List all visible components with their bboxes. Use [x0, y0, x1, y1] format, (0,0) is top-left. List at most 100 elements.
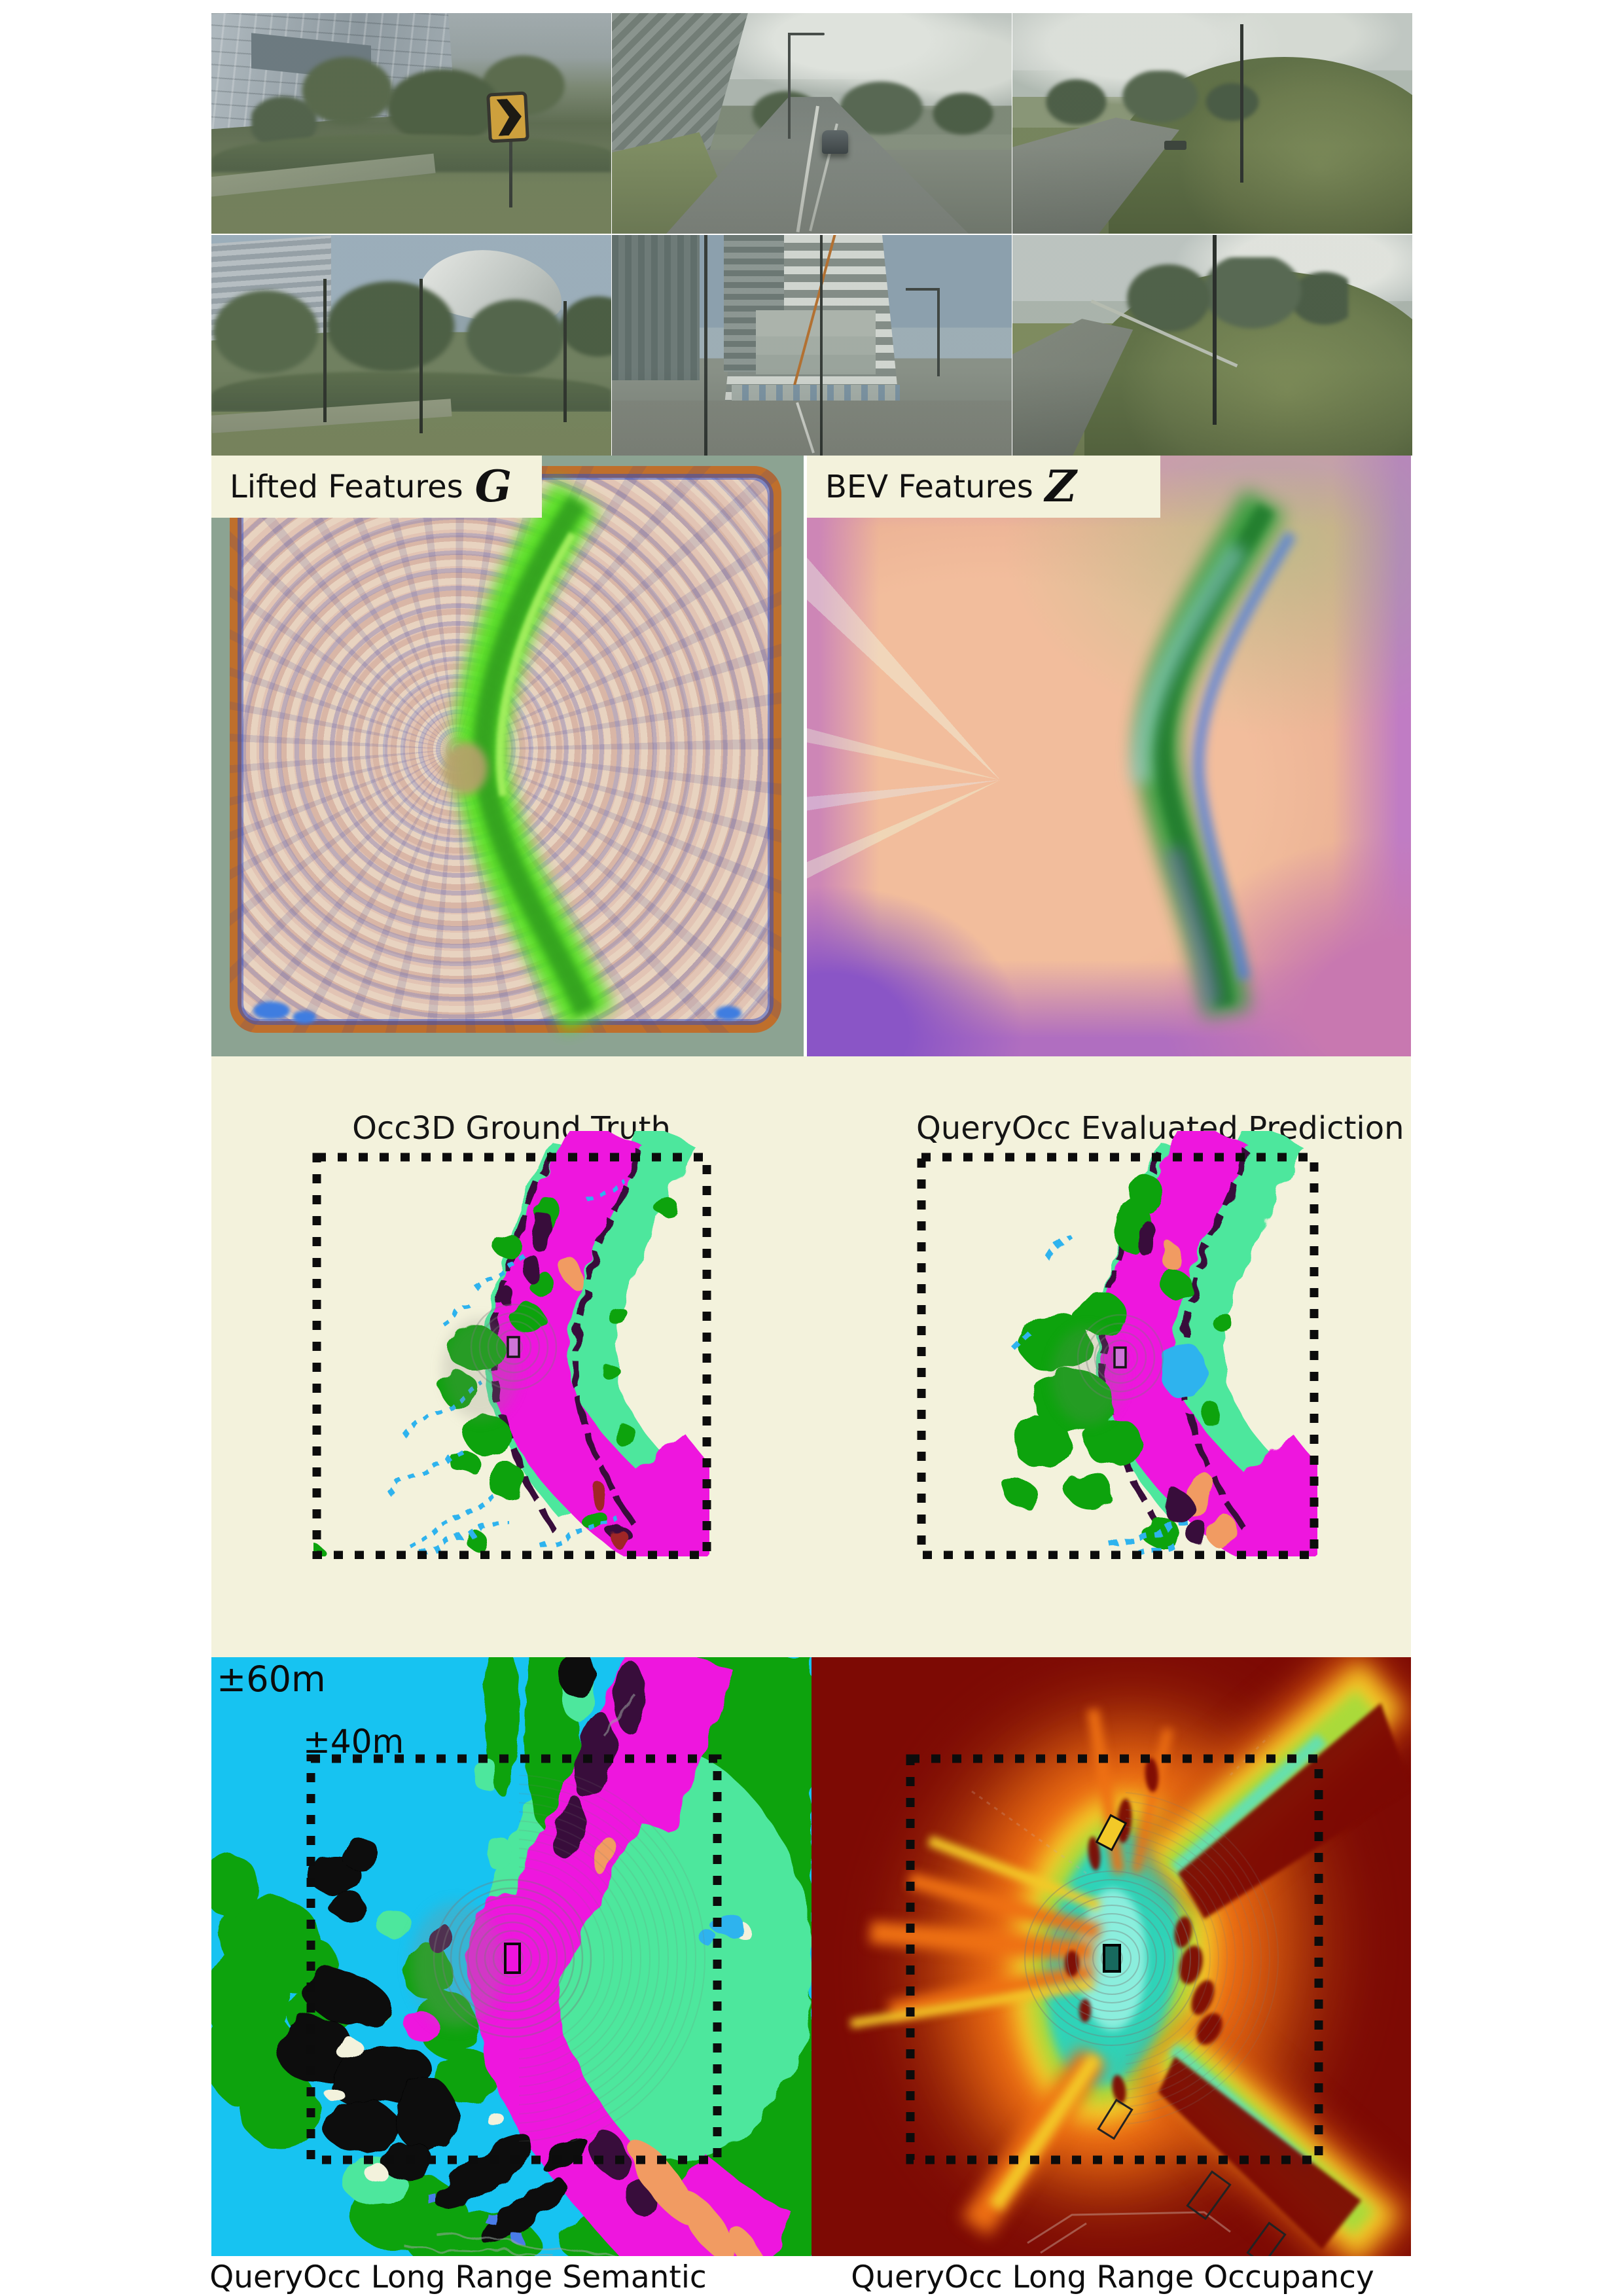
pole: [704, 235, 707, 456]
lidar-rings: [1077, 1314, 1164, 1401]
road: [1012, 319, 1133, 456]
grass: [211, 411, 611, 456]
manmade-clumps: [1137, 1221, 1208, 1546]
vegetation-blobs: [1005, 1174, 1234, 1547]
lifted-features-label: Lifted Features G: [211, 456, 542, 518]
vegetation-blobs: [313, 1196, 677, 1556]
long-range-semantic-map: ±60m ±40m: [205, 1624, 853, 2296]
camera-front-right-image: [1012, 13, 1412, 234]
lane-marking: [809, 123, 839, 231]
lifted-features-visualization: Lifted Features G: [211, 456, 804, 1056]
lidar-outer-arcs: [519, 1775, 705, 2142]
bev-features-label: BEV Features Z: [807, 456, 1160, 518]
grassy-hill: [1084, 270, 1412, 456]
tree-trunk: [323, 279, 327, 423]
long-range-occupancy-map: [812, 1640, 1420, 2281]
bev-feature-band: [1131, 490, 1296, 1017]
occupancy-map-canvas: [812, 1640, 1420, 2281]
ego-vehicle-box: [504, 1943, 521, 1974]
camera-back-left-image: [211, 235, 611, 456]
building: [612, 13, 748, 150]
road: [612, 400, 1012, 456]
footpath: [211, 399, 452, 433]
trees: [251, 48, 571, 154]
lifted-features-label-text: Lifted Features: [230, 468, 463, 505]
bev-features-visualization: BEV Features Z: [807, 456, 1411, 1056]
lidar-speckles: [1012, 1236, 1192, 1556]
footpath: [211, 153, 436, 198]
glass-building: [211, 13, 455, 130]
tower-floors: [755, 310, 876, 337]
road: [1012, 117, 1180, 234]
lamp-pole: [1240, 24, 1244, 183]
glass-building: [612, 235, 700, 381]
lidar-rings: [433, 1878, 592, 2038]
queryocc-pred-map: [917, 1131, 1319, 1559]
tower-shadow-face: [724, 235, 784, 372]
gt-40m-dotted-boundary: [312, 1153, 711, 1559]
street-lamp: [787, 33, 825, 139]
lifted-features-symbol: G: [474, 460, 512, 512]
heat-streak-top-right: [1132, 1640, 1420, 1910]
manmade-regions: [277, 1645, 595, 2244]
street-lamp: [906, 287, 940, 376]
water-blob: [1161, 1342, 1205, 1399]
lidar-rings: [1024, 1871, 1200, 2046]
pole: [819, 235, 823, 456]
semantic-40m-dotted-boundary: [306, 1754, 722, 2164]
pole: [1212, 235, 1217, 425]
hedge: [211, 134, 611, 172]
striped-tower: [724, 235, 900, 412]
occluded-shadow-wedges: [1065, 1703, 1411, 2250]
scratch-lines: [407, 1696, 638, 2257]
semantic-map-caption: QueryOcc Long Range Semantic: [209, 2259, 707, 2295]
tree-trunk: [419, 279, 423, 434]
camera-back-right-image: [1012, 235, 1412, 456]
tree-trunk: [563, 301, 567, 423]
construction-fence: [732, 385, 900, 405]
occ3d-gt-map: [312, 1131, 711, 1559]
camera-grid: [211, 13, 1412, 456]
building-band: [251, 33, 372, 81]
bench: [1164, 141, 1187, 151]
hedge: [211, 371, 611, 412]
crane-cable: [787, 235, 839, 406]
bev-features-symbol: Z: [1044, 460, 1077, 512]
lane-marking: [796, 105, 819, 232]
pred-40m-dotted-boundary: [917, 1153, 1319, 1559]
ego-vehicle-box: [507, 1336, 520, 1358]
inner-range-label: ±40m: [303, 1723, 404, 1761]
trees: [1108, 257, 1349, 332]
camera-front-image: [612, 13, 1012, 234]
radial-streaks: [807, 456, 1411, 1056]
curved-white-building: [415, 240, 568, 331]
ego-vehicle-box: [1103, 1944, 1121, 1973]
lifted-feature-crescent: [253, 479, 741, 1032]
queryocc-pred-title: QueryOcc Evaluated Prediction: [916, 1110, 1404, 1147]
heat-spikes-left: [849, 1708, 1173, 2236]
grassy-hill: [1108, 57, 1412, 234]
lidar-outer-arcs: [1126, 1791, 1279, 2125]
kerb-line: [1090, 299, 1238, 368]
car-ahead: [821, 130, 848, 154]
building: [211, 235, 332, 341]
occupancy-40m-dotted-boundary: [906, 1754, 1323, 2164]
occupancy-map-caption: QueryOcc Long Range Occupancy: [851, 2259, 1374, 2295]
evaluation-band: Occ3D Ground Truth QueryOcc Evaluated Pr…: [211, 1056, 1411, 1657]
grass-verge: [612, 132, 741, 234]
camera-front-left-image: [211, 13, 611, 234]
road: [666, 97, 969, 234]
cream-patches: [325, 1924, 752, 2182]
ego-vehicle-box: [1113, 1346, 1127, 1369]
chevron-road-sign: [486, 91, 529, 143]
semantic-map-canvas: [205, 1624, 853, 2296]
lidar-speckles: [387, 1178, 626, 1555]
sign-pole: [509, 101, 513, 207]
camera-back-image: [612, 235, 1012, 456]
trees: [1028, 70, 1269, 128]
trees: [732, 79, 1004, 137]
trees: [211, 279, 611, 386]
bev-features-label-text: BEV Features: [825, 468, 1033, 505]
outer-range-label: ±60m: [217, 1659, 326, 1700]
